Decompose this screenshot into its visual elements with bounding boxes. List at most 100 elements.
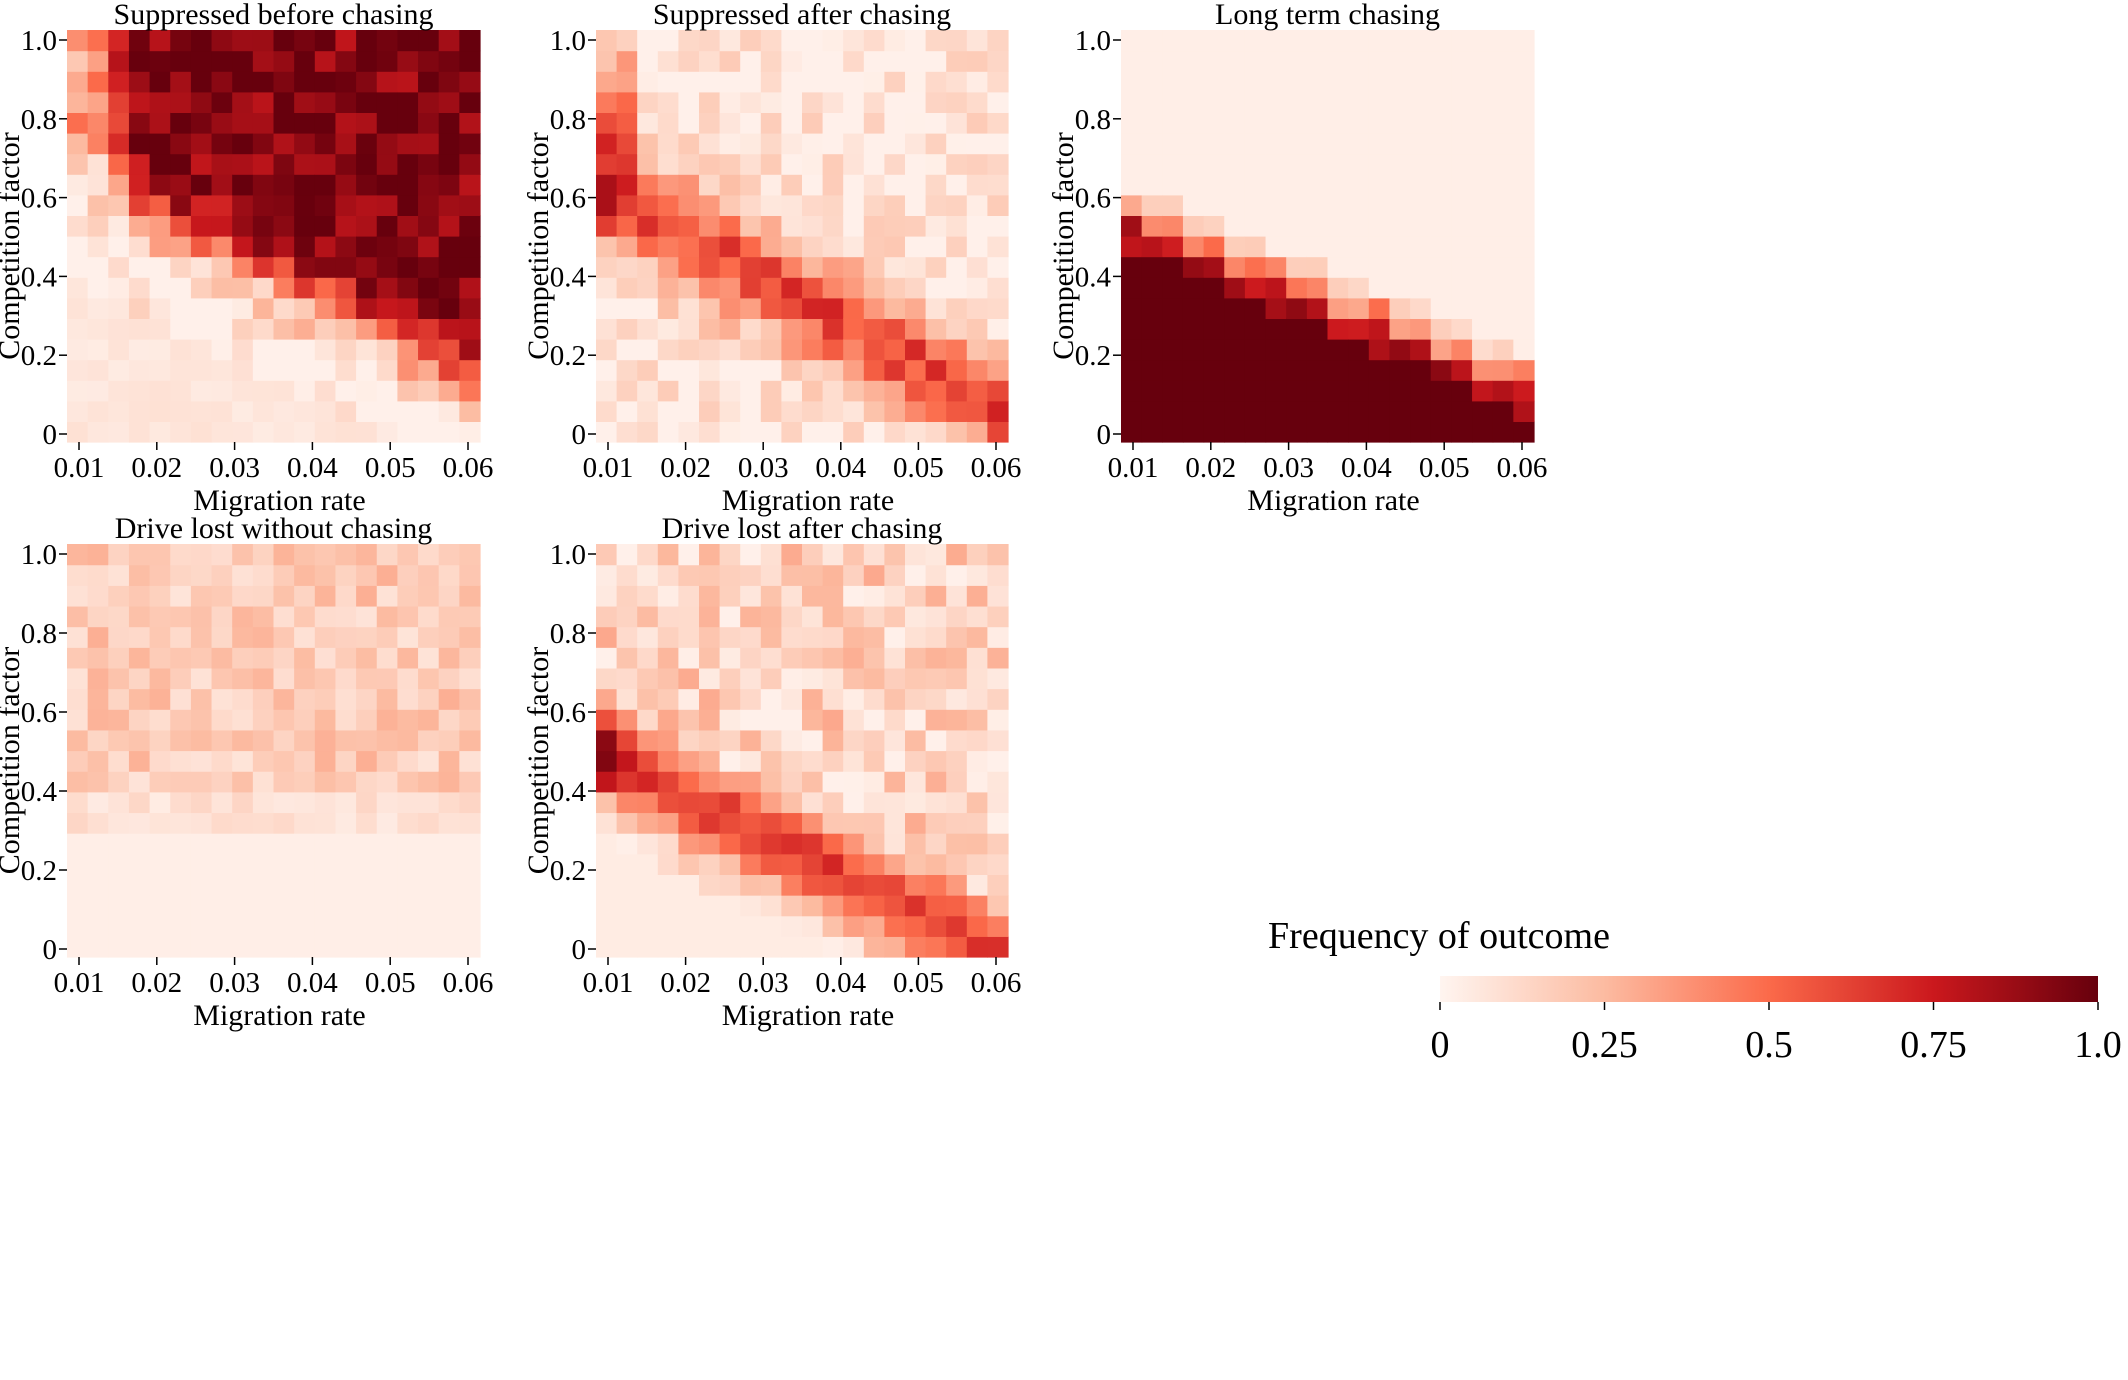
heatmap-cell <box>843 153 865 175</box>
heatmap-cell <box>1162 400 1184 422</box>
heatmap-cell <box>397 647 419 669</box>
heatmap-cell <box>1203 194 1225 216</box>
heatmap-cell <box>1513 50 1535 72</box>
heatmap-cell <box>1203 50 1225 72</box>
heatmap-cell <box>1182 194 1205 216</box>
heatmap-cell <box>418 297 440 319</box>
heatmap-cell <box>740 564 762 586</box>
heatmap-cell <box>252 50 275 72</box>
heatmap-cell <box>946 544 968 566</box>
heatmap-cell <box>843 895 865 917</box>
heatmap-cell <box>1224 194 1246 216</box>
heatmap-cell <box>190 915 213 937</box>
heatmap-cell <box>314 215 337 237</box>
heatmap-cell <box>67 215 89 237</box>
heatmap-cell <box>1224 297 1246 319</box>
heatmap-cell <box>294 771 316 793</box>
heatmap-cell <box>843 688 865 710</box>
heatmap-cell <box>67 667 89 690</box>
heatmap-cell <box>149 729 171 752</box>
heatmap-cell <box>128 585 151 607</box>
heatmap-cell <box>376 853 398 875</box>
heatmap-cell <box>1430 112 1452 134</box>
heatmap-cell <box>67 812 89 834</box>
heatmap-cell <box>863 400 885 422</box>
heatmap-cell <box>1492 71 1514 93</box>
heatmap-cell <box>822 380 844 402</box>
y-tick-label: 0.4 <box>21 776 58 808</box>
heatmap-cell <box>1224 153 1246 175</box>
heatmap-cell <box>905 667 927 690</box>
heatmap-cell <box>802 688 824 710</box>
heatmap-cell <box>190 194 213 216</box>
heatmap-cell <box>376 564 398 586</box>
heatmap-cell <box>1244 359 1267 381</box>
heatmap-cell <box>596 771 618 793</box>
heatmap-cell <box>863 50 885 72</box>
heatmap-cell <box>616 50 638 72</box>
heatmap-cell <box>1348 91 1370 113</box>
heatmap-cell <box>616 915 638 937</box>
heatmap-cell <box>657 585 679 607</box>
heatmap-cell <box>87 688 109 710</box>
heatmap-cell <box>335 256 357 278</box>
heatmap-cell <box>459 194 481 216</box>
heatmap-cell <box>459 853 481 875</box>
heatmap-cell <box>1410 277 1432 299</box>
heatmap-cell <box>863 874 885 896</box>
heatmap-cell <box>1348 30 1370 52</box>
heatmap-cell <box>678 895 700 917</box>
heatmap-cell <box>190 359 213 381</box>
heatmap-cell <box>925 174 947 196</box>
heatmap-cell <box>1430 277 1452 299</box>
heatmap-cell <box>190 853 213 875</box>
heatmap-cell <box>108 667 130 690</box>
heatmap-cell <box>966 647 988 669</box>
heatmap-cell <box>1121 91 1143 113</box>
heatmap-cell <box>678 853 700 875</box>
heatmap-cell <box>149 936 171 958</box>
heatmap-cell <box>335 874 357 896</box>
heatmap-cell <box>863 647 885 669</box>
heatmap-cell <box>190 30 213 52</box>
heatmap-cell <box>1327 91 1349 113</box>
heatmap-cell <box>1348 50 1370 72</box>
heatmap-cell <box>170 421 192 443</box>
heatmap-cell <box>67 71 89 93</box>
heatmap-cell <box>863 585 885 607</box>
heatmap-cell <box>356 833 378 855</box>
heatmap-cell <box>252 564 275 586</box>
heatmap-cell <box>843 112 865 134</box>
heatmap-cell <box>252 688 275 710</box>
heatmap-cell <box>925 339 947 361</box>
heatmap-cell <box>1492 91 1514 113</box>
heatmap-cell <box>740 91 762 113</box>
heatmap-cell <box>87 215 109 237</box>
heatmap-cell <box>657 400 679 422</box>
heatmap-cell <box>459 791 481 814</box>
heatmap-cell <box>1265 256 1287 278</box>
heatmap-cell <box>1513 112 1535 134</box>
heatmap-cell <box>719 750 741 772</box>
heatmap-cell <box>1203 112 1225 134</box>
heatmap-cell <box>719 791 741 814</box>
heatmap-cell <box>781 915 803 937</box>
heatmap-cell <box>802 585 824 607</box>
heatmap-cell <box>740 915 762 937</box>
heatmap-cell <box>884 626 906 648</box>
heatmap-cell <box>699 174 721 196</box>
heatmap-cell <box>190 91 213 113</box>
colorbar-tick-label: 0.75 <box>1900 1024 1967 1066</box>
heatmap-cell <box>149 915 171 937</box>
heatmap-cell <box>438 750 460 772</box>
heatmap-cell <box>678 626 700 648</box>
heatmap-cell <box>294 564 316 586</box>
heatmap-cell <box>211 174 233 196</box>
heatmap-cell <box>596 30 618 52</box>
heatmap-cell <box>459 215 481 237</box>
heatmap-cell <box>190 339 213 361</box>
heatmap-cell <box>128 709 151 731</box>
heatmap-cell <box>1286 297 1308 319</box>
heatmap-cell <box>596 915 618 937</box>
heatmap-cell <box>1182 400 1205 422</box>
